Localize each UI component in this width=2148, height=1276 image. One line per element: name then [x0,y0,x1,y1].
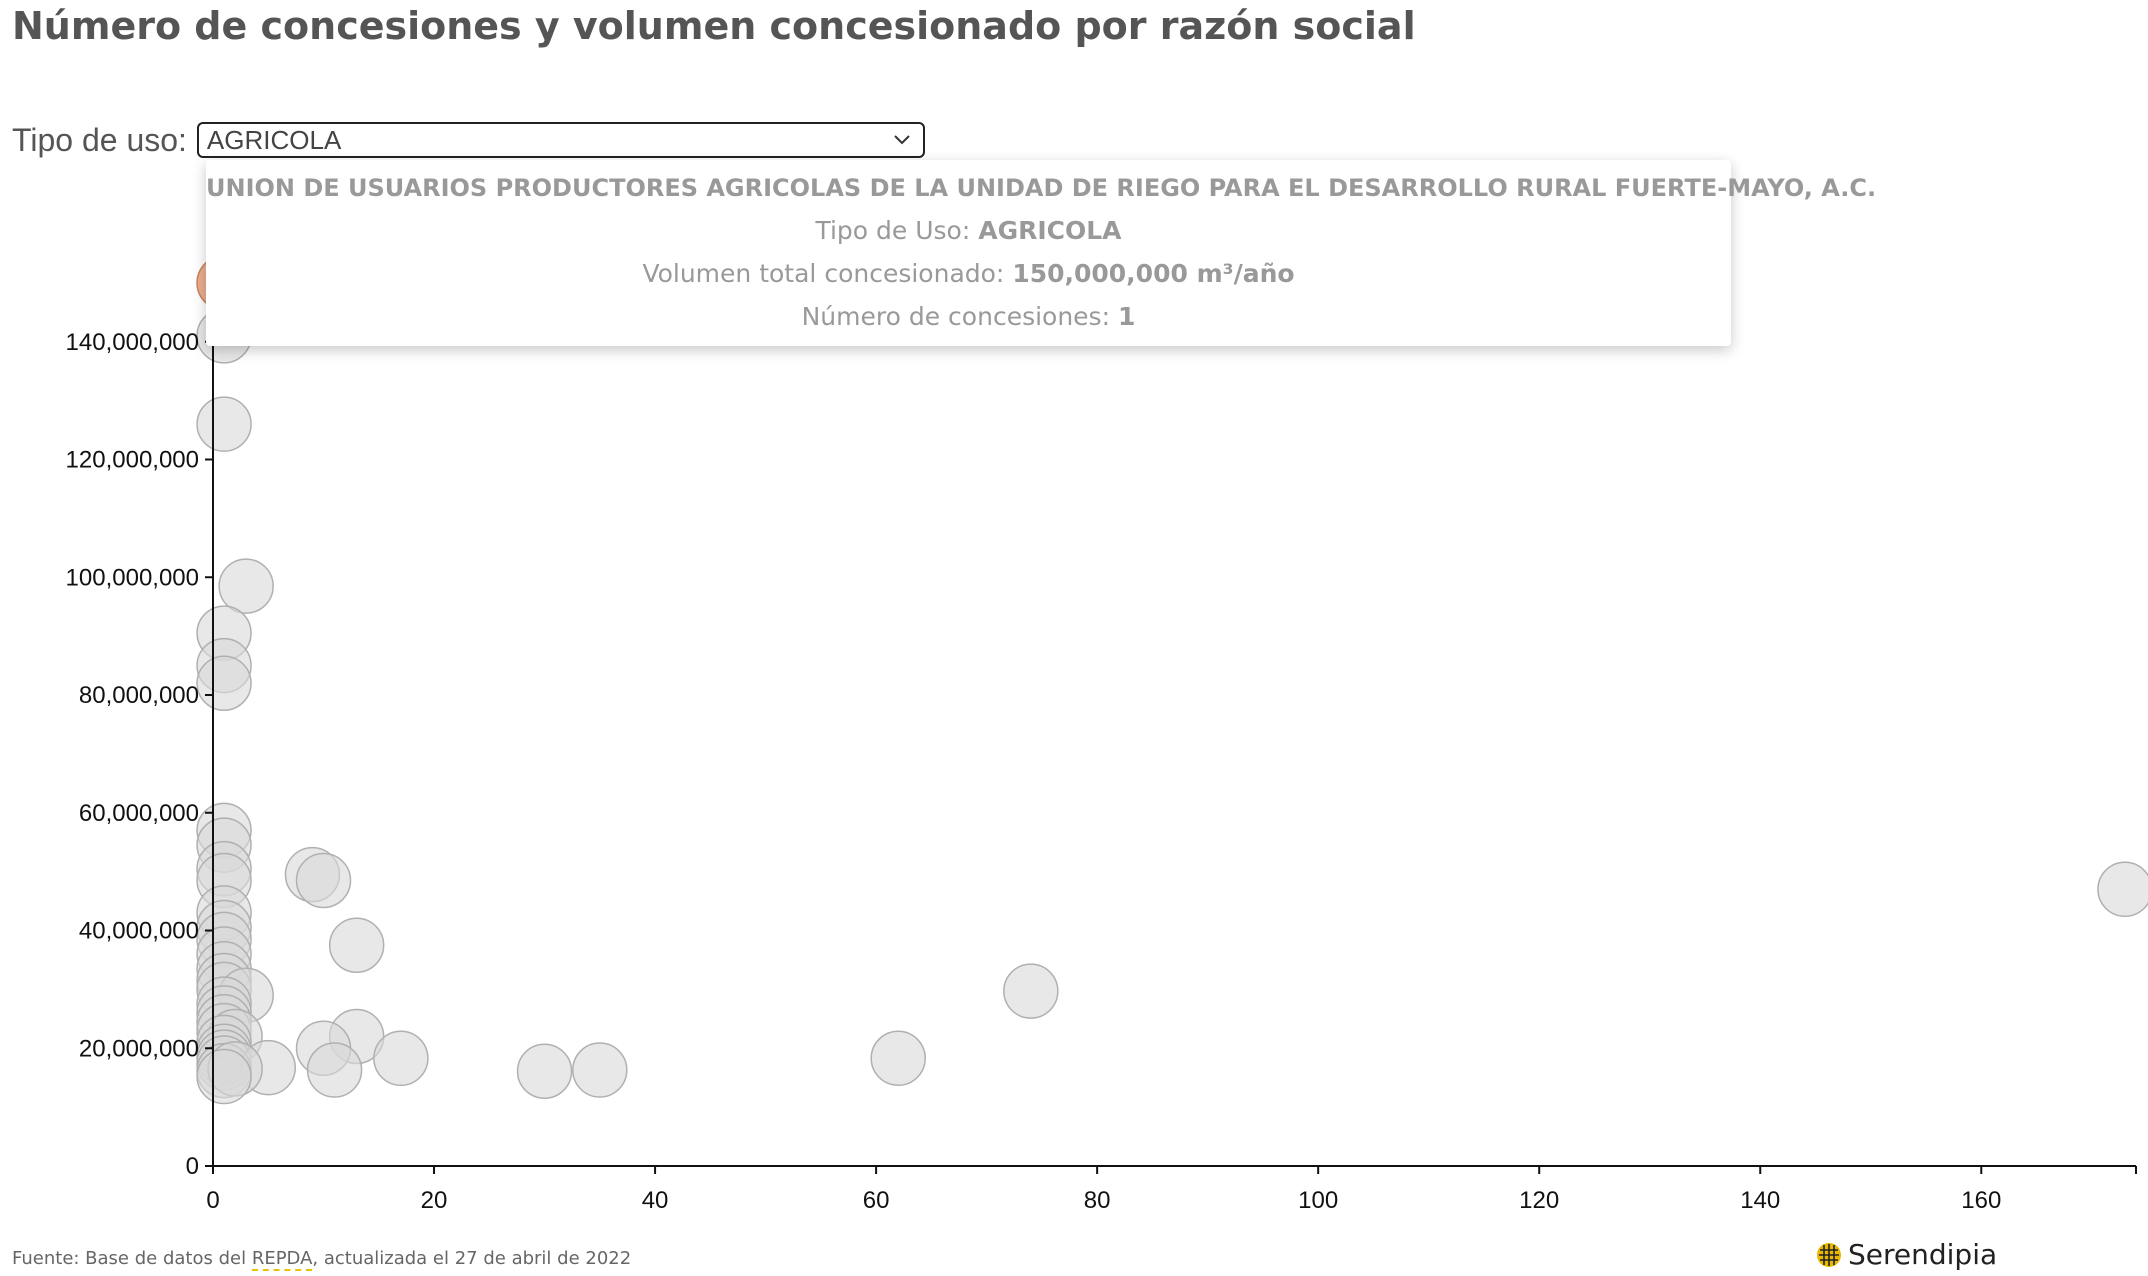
data-point[interactable] [328,917,385,973]
data-point[interactable] [295,852,352,909]
filter-row: Tipo de uso: AGRICOLA [12,120,925,160]
data-point[interactable] [2097,861,2148,918]
tooltip-volumen-value: 150,000,000 m³/año [1012,259,1295,288]
x-tick-label: 160 [1961,1187,2001,1214]
data-point[interactable] [306,1042,363,1098]
points-layer [196,255,2148,1105]
brand[interactable]: Serendipia [1816,1238,1997,1271]
tooltip-volumen: Volumen total concesionado: 150,000,000 … [206,259,1731,288]
x-tick-label: 140 [1740,1187,1780,1214]
source-suffix: , actualizada el 27 de abril de 2022 [312,1248,632,1269]
tooltip-uso-label: Tipo de Uso: [815,216,971,245]
y-tick-label: 20,000,000 [79,1035,199,1062]
data-point[interactable] [218,558,274,614]
x-tick-label: 40 [642,1187,669,1214]
x-tick-label: 100 [1298,1187,1338,1214]
uso-select[interactable]: AGRICOLA [196,122,925,158]
x-tick-label: 120 [1519,1187,1559,1214]
tooltip: UNION DE USUARIOS PRODUCTORES AGRICOLAS … [206,160,1877,346]
serendipia-logo-icon [1817,1242,1841,1267]
y-tick-label: 80,000,000 [79,682,199,709]
source-link[interactable]: REPDA [251,1248,313,1271]
scatter-chart: 0 20 40 60 80 100 120 140 160 0 20,000,000 40,000,0… [66,224,2148,1214]
tooltip-concesiones-label: Número de concesiones: [801,302,1111,331]
tooltip-name: UNION DE USUARIOS PRODUCTORES AGRICOLAS … [206,174,1877,202]
y-tick-label: 0 [186,1153,199,1180]
y-tick-label: 120,000,000 [66,447,199,474]
y-tick-label: 60,000,000 [79,800,199,827]
filter-label: Tipo de uso: [12,121,187,158]
uso-select-value: AGRICOLA [206,125,342,155]
y-tick-label: 100,000,000 [66,564,199,591]
data-point[interactable] [572,1042,628,1098]
axes-layer: 0 20 40 60 80 100 120 140 160 0 20,000,000 40,000,0… [66,224,2137,1214]
source-prefix: Fuente: Base de datos del [12,1248,252,1269]
tooltip-concesiones: Número de concesiones: 1 [206,302,1731,331]
tooltip-uso: Tipo de Uso: AGRICOLA [206,216,1731,245]
data-point[interactable] [373,1030,429,1087]
tooltip-volumen-label: Volumen total concesionado: [642,259,1005,288]
chevron-down-icon [894,135,910,145]
data-point[interactable] [196,1048,252,1105]
x-tick-label: 60 [863,1187,890,1214]
brand-name: Serendipia [1848,1238,1998,1271]
data-point[interactable] [196,655,252,711]
x-tick-label: 80 [1084,1187,1111,1214]
tooltip-uso-value: AGRICOLA [978,216,1122,245]
source-note: Fuente: Base de datos del REPDA, actuali… [12,1248,632,1271]
tooltip-concesiones-value: 1 [1117,302,1136,331]
page-title: Número de concesiones y volumen concesio… [12,4,1416,48]
x-tick-label: 20 [421,1187,448,1214]
data-point[interactable] [870,1030,926,1087]
y-tick-label: 140,000,000 [66,329,199,356]
data-point[interactable] [516,1043,573,1099]
y-tick-label: 40,000,000 [79,918,199,945]
data-point[interactable] [196,396,252,452]
data-point[interactable] [1003,963,1059,1019]
x-tick-label: 0 [206,1187,219,1214]
